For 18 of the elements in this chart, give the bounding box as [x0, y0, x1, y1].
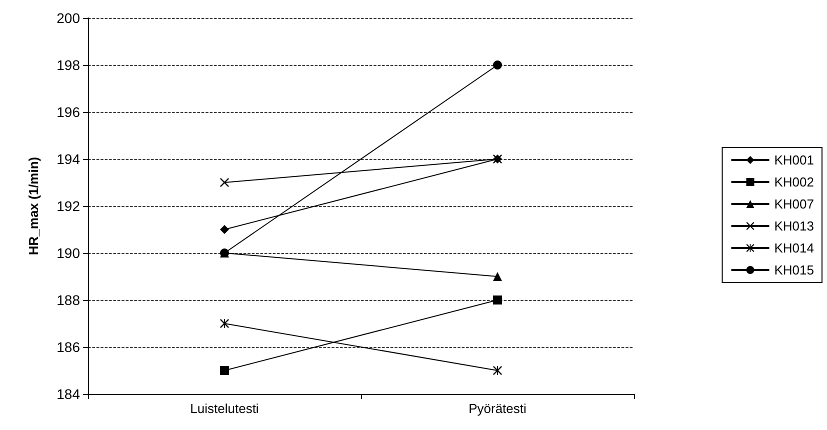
- y-axis-title: HR_max (1/min): [26, 156, 41, 256]
- legend-label: KH007: [774, 196, 814, 212]
- y-tick-label: 200: [56, 10, 80, 26]
- legend-label: KH002: [774, 174, 814, 190]
- y-tick-label: 196: [56, 104, 80, 120]
- x-tick-label: Pyörätesti: [468, 401, 527, 416]
- legend-label: KH015: [774, 262, 814, 278]
- y-tick-label: 198: [56, 57, 80, 73]
- legend-label: KH013: [774, 218, 814, 234]
- y-tick-label: 194: [56, 151, 80, 167]
- y-tick-label: 192: [56, 198, 80, 214]
- legend-label: KH014: [774, 240, 814, 256]
- y-tick-label: 184: [56, 386, 80, 402]
- y-tick-label: 186: [56, 339, 80, 355]
- y-tick-label: 188: [56, 292, 80, 308]
- x-tick-label: Luistelutesti: [190, 401, 259, 416]
- y-tick-label: 190: [56, 245, 80, 261]
- legend-label: KH001: [774, 152, 814, 168]
